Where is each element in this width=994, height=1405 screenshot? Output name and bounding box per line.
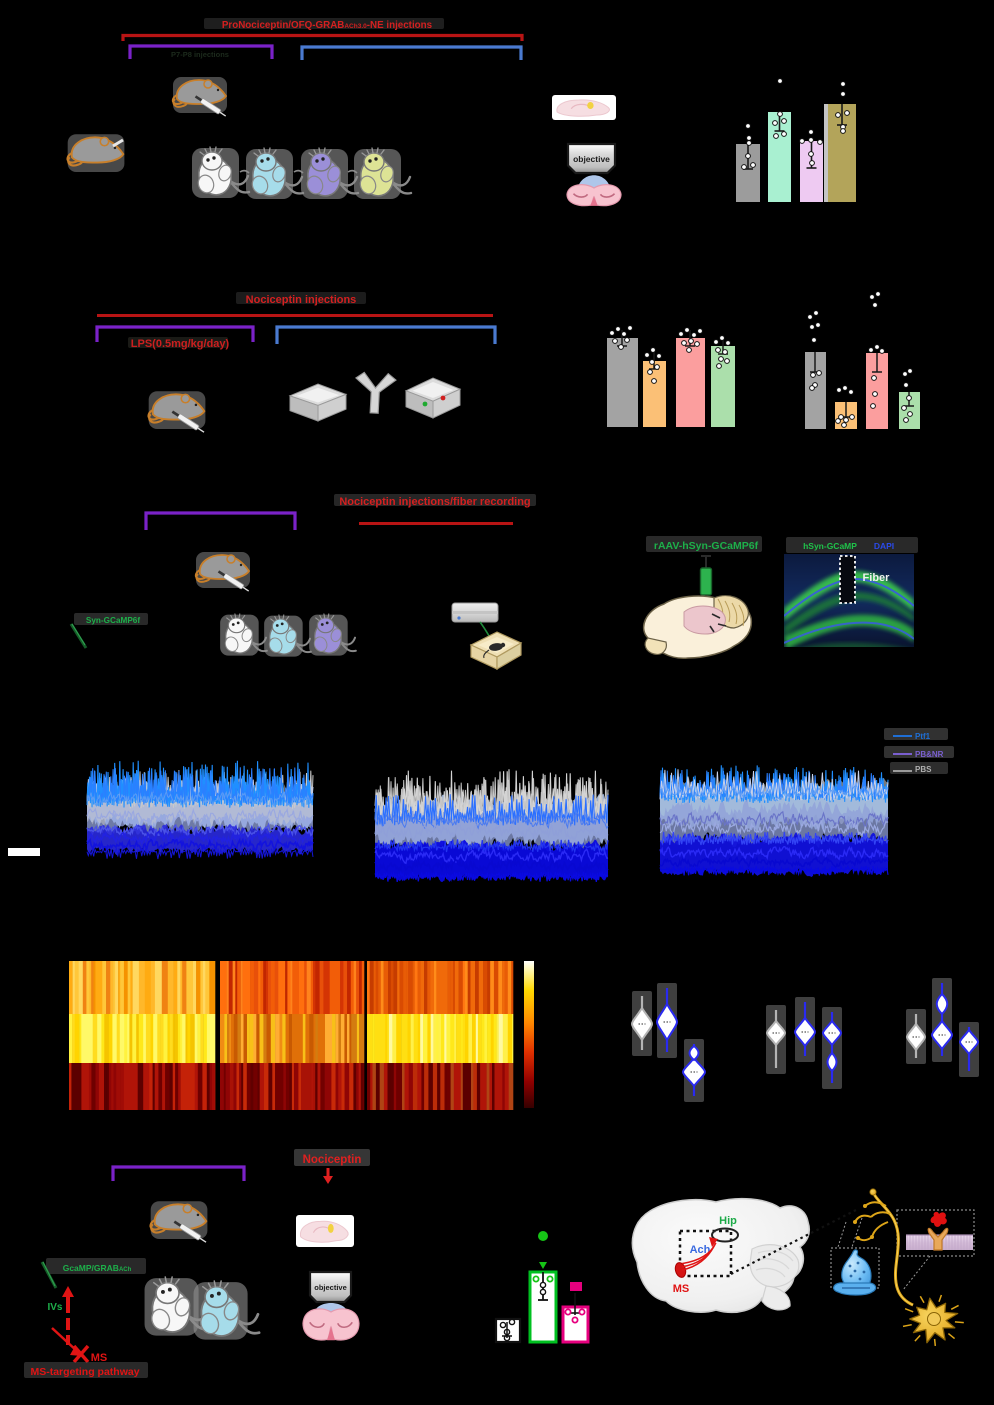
- svg-text:Ptf1: Ptf1: [915, 732, 931, 741]
- svg-text:DAPI: DAPI: [874, 541, 894, 551]
- svg-text:GcaMP/GRABACh: GcaMP/GRABACh: [63, 1263, 132, 1273]
- svg-text:P7-P8 injections: P7-P8 injections: [171, 50, 229, 59]
- svg-text:PBS: PBS: [915, 765, 932, 774]
- svg-text:Nociceptin: Nociceptin: [303, 1154, 362, 1166]
- svg-text:Hip: Hip: [719, 1215, 737, 1227]
- svg-text:objective: objective: [573, 154, 610, 164]
- svg-text:PB&NR: PB&NR: [915, 750, 944, 759]
- svg-text:Nociceptin injections/fiber re: Nociceptin injections/fiber recording: [339, 496, 530, 508]
- svg-text:Syn-GCaMP6f: Syn-GCaMP6f: [86, 616, 140, 625]
- svg-text:MS-targeting pathway: MS-targeting pathway: [30, 1366, 139, 1378]
- svg-text:IVs: IVs: [47, 1302, 62, 1313]
- svg-text:LPS(0.5mg/kg/day): LPS(0.5mg/kg/day): [131, 338, 230, 350]
- svg-text:objective: objective: [314, 1283, 347, 1292]
- svg-text:ProNociceptin/OFQ-GRABACh3.0-N: ProNociceptin/OFQ-GRABACh3.0-NE injectio…: [222, 20, 433, 31]
- svg-text:Fiber: Fiber: [863, 572, 891, 584]
- svg-text:Nociceptin injections: Nociceptin injections: [246, 294, 357, 306]
- svg-text:MS: MS: [91, 1352, 108, 1364]
- svg-text:hSyn-GCaMP: hSyn-GCaMP: [803, 541, 857, 551]
- svg-text:Ach: Ach: [690, 1244, 711, 1256]
- svg-text:MS: MS: [673, 1283, 690, 1295]
- svg-text:rAAV-hSyn-GCaMP6f: rAAV-hSyn-GCaMP6f: [654, 540, 759, 552]
